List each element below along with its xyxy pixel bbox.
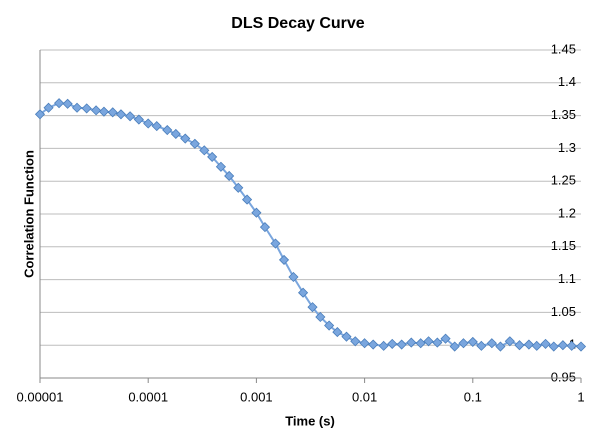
data-point (189, 138, 200, 149)
data-point (71, 102, 83, 113)
data-point (566, 340, 577, 351)
y-tick-label: 1.4 (558, 74, 576, 89)
data-point (423, 336, 434, 347)
data-point (107, 107, 118, 118)
data-point (368, 339, 379, 350)
data-point (215, 161, 226, 172)
data-point (467, 336, 478, 347)
data-point (43, 102, 54, 113)
data-point (396, 339, 407, 350)
data-point (81, 103, 92, 114)
y-tick-label: 0.95 (551, 369, 576, 384)
data-point (307, 302, 318, 313)
x-tick-label: 0.01 (352, 389, 377, 404)
data-point (207, 151, 218, 162)
data-point (350, 336, 361, 347)
data-point (523, 339, 534, 350)
y-tick-label: 1.1 (558, 271, 576, 286)
data-point (415, 338, 426, 349)
data-point (170, 128, 181, 140)
data-point (531, 340, 542, 351)
data-point (476, 340, 487, 351)
chart-title: DLS Decay Curve (231, 15, 364, 32)
y-tick-label: 1.15 (551, 238, 576, 253)
data-point (387, 338, 398, 349)
data-point (53, 98, 65, 109)
data-point (259, 222, 271, 233)
data-point (440, 333, 451, 344)
data-point (143, 118, 154, 129)
data-point (199, 145, 210, 156)
data-point (180, 133, 191, 144)
y-tick-label: 1.25 (551, 173, 576, 188)
data-point (540, 338, 551, 349)
data-point (486, 338, 497, 349)
x-axis-title: Time (s) (285, 413, 335, 428)
data-point (332, 327, 343, 338)
data-point (359, 338, 370, 349)
data-point (125, 111, 136, 122)
x-tick-label: 0.00001 (17, 389, 64, 404)
y-tick-label: 1.2 (558, 205, 576, 220)
y-tick-label: 1.35 (551, 107, 576, 122)
data-point (458, 338, 469, 349)
data-point (495, 341, 506, 352)
data-point (251, 207, 262, 218)
data-point (575, 341, 587, 352)
data-point (115, 109, 127, 120)
data-point (514, 340, 525, 351)
data-point (34, 109, 46, 120)
data-point (288, 271, 299, 283)
data-point (557, 340, 568, 351)
data-point (298, 287, 309, 298)
data-point (548, 341, 559, 352)
data-point (324, 320, 335, 331)
x-tick-label: 0.001 (240, 389, 273, 404)
data-point (406, 337, 417, 348)
x-tick-label: 0.1 (464, 389, 482, 404)
data-point (233, 182, 244, 193)
data-point (98, 106, 110, 117)
data-point (62, 98, 73, 109)
y-tick-label: 1.3 (558, 140, 576, 155)
data-point (278, 254, 290, 265)
data-point (449, 341, 460, 352)
x-tick-label: 1 (577, 389, 584, 404)
data-point (242, 194, 253, 205)
y-axis-title: Correlation Function (21, 150, 36, 278)
data-point (151, 121, 162, 132)
data-point (162, 124, 173, 136)
data-point (270, 238, 281, 249)
data-point (341, 331, 352, 342)
data-point (378, 340, 389, 351)
y-tick-label: 1.45 (551, 41, 576, 56)
x-tick-label: 0.0001 (128, 389, 168, 404)
data-point (432, 337, 443, 348)
data-point (91, 105, 102, 116)
data-point (315, 311, 326, 323)
data-point (504, 336, 515, 347)
y-tick-label: 1.05 (551, 304, 576, 319)
data-point (224, 170, 235, 182)
data-point (133, 114, 144, 125)
